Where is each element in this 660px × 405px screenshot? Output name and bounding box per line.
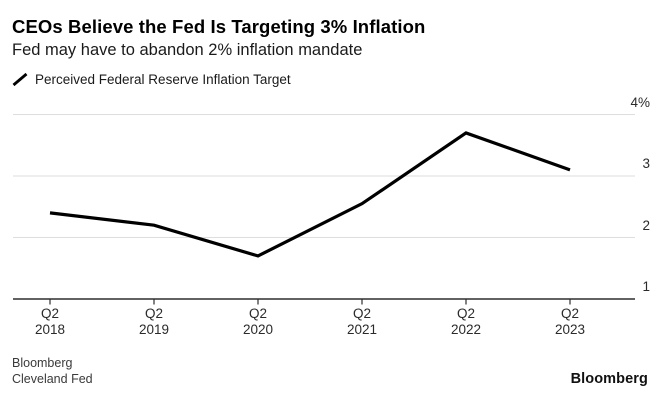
x-tick-quarter: Q2 [40,306,59,321]
y-tick-label: 2 [642,217,650,233]
y-tick-label: 3 [642,156,650,171]
x-tick-year: 2018 [34,322,66,337]
x-tick-quarter: Q2 [560,306,579,321]
x-tick-year: 2022 [450,322,482,337]
x-tick-quarter: Q2 [248,306,267,321]
legend-label: Perceived Federal Reserve Inflation Targ… [35,71,291,87]
line-series-legend-icon [12,72,28,86]
x-tick-quarter: Q2 [144,306,163,321]
x-tick-label: Q2 2021 [322,306,402,338]
bloomberg-logo: Bloomberg [570,371,648,387]
y-tick-label: 4% [630,94,650,110]
x-tick-year: 2019 [138,322,170,337]
x-tick-label: Q2 2023 [530,306,610,338]
source-line: Bloomberg [12,356,73,370]
data-line-series [49,131,571,258]
x-tick-year: 2021 [346,322,378,337]
y-tick-label: 1 [642,279,650,294]
x-tick-label: Q2 2019 [114,306,194,338]
x-tick-label: Q2 2020 [218,306,298,338]
x-tick-quarter: Q2 [456,306,475,321]
x-tick-label: Q2 2022 [426,306,506,338]
x-tick-label: Q2 2018 [10,306,90,338]
legend: Perceived Federal Reserve Inflation Targ… [12,70,291,88]
x-tick-year: 2020 [242,322,274,337]
source-line: Cleveland Fed [12,372,93,386]
x-tick-quarter: Q2 [352,306,371,321]
x-tick-year: 2023 [554,322,586,337]
chart-subtitle: Fed may have to abandon 2% inflation man… [12,41,363,59]
chart-title: CEOs Believe the Fed Is Targeting 3% Inf… [12,16,426,37]
source-note: Bloomberg Cleveland Fed [12,355,93,387]
